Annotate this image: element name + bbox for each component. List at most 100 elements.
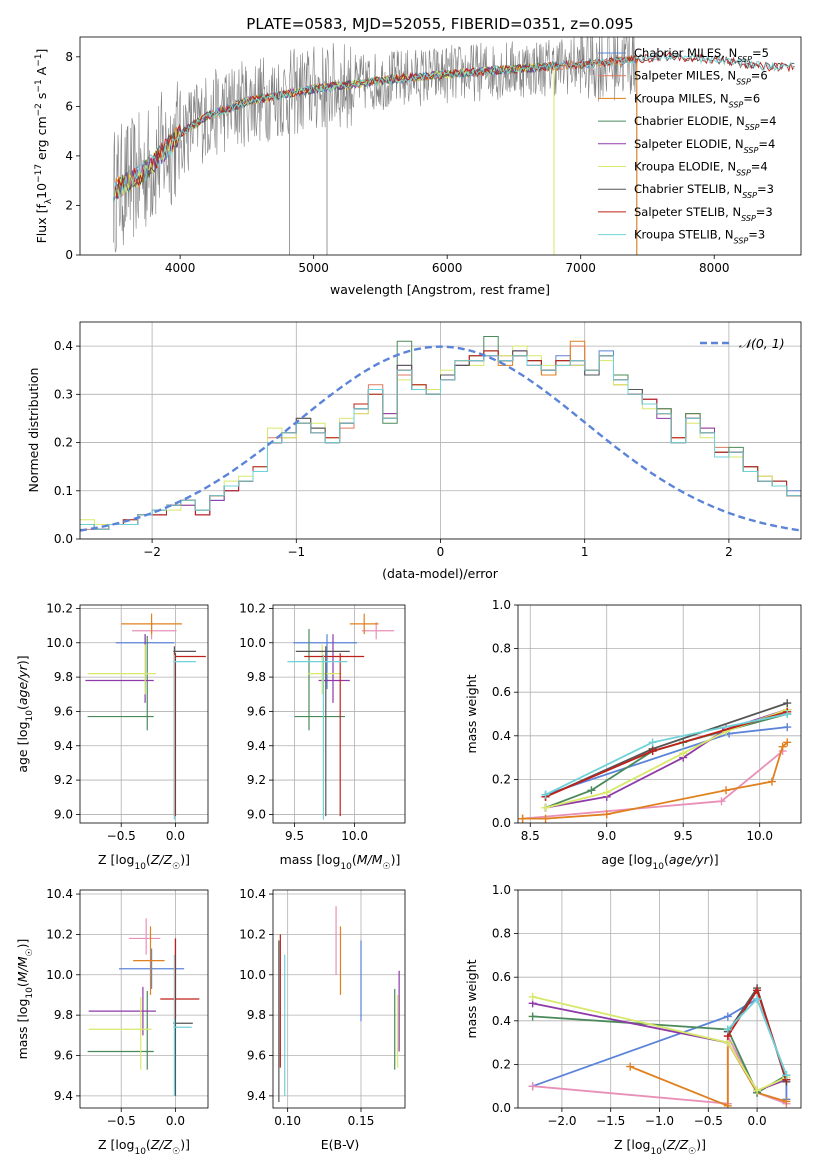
marker-kroupa_miles [767,777,776,786]
y-tick-label: 0.0 [54,532,73,546]
y-axis-label: Flux [fλ10−17 erg cm−2 s−1 A−1] [34,49,54,244]
marker-kroupa_elodie [679,749,688,758]
y-tick-label: 0.6 [492,685,511,699]
x-tick-label: −1.5 [596,1114,625,1128]
y-tick-label: 0.8 [492,927,511,941]
y-tick-label: 10.4 [46,887,73,901]
legend-label: Salpeter MILES, NSSP=6 [634,69,768,87]
y-tick-label: 9.8 [54,1008,73,1022]
panel-z_vs_weight: −2.0 −1.5 −1.0 −0.5 0.0 0.0 0.2 0.4 0.6 0.8 1.0 Z [… [464,883,802,1157]
axes-frame [79,321,802,540]
marker-kroupa_elodie [602,788,611,797]
marker-kroupa_miles [602,810,611,819]
y-tick-label: 9.4 [54,1089,73,1103]
marker-pink [717,797,726,806]
y-tick-label: 0.2 [54,436,73,450]
x-tick-label: 9.5 [674,829,693,843]
x-axis-label: Z [log10(Z/Z☉)] [614,1137,706,1157]
marker-kroupa_stelib [782,1071,791,1080]
x-tick-label: 0.15 [348,1114,375,1128]
y-tick-label: 9.8 [247,1008,266,1022]
panel-mass_vs_age: 9.5 10.0 9.0 9.2 9.4 9.6 9.8 10.0 10.2 mass [log1… [239,601,406,872]
y-tick-label: 9.4 [54,739,73,753]
y-tick-label: 9.8 [247,670,266,684]
y-tick-label: 0.4 [54,339,73,353]
y-tick-label: 9.2 [54,773,73,787]
marker-kroupa_elodie [753,1086,762,1095]
panel-z_vs_age: −0.5 0.0 9.0 9.2 9.4 9.6 9.8 10.0 10.2 Z [log10(Z… [15,601,209,872]
marker-chabrier_elodie [587,786,596,795]
marker-kroupa_stelib [753,995,762,1003]
x-axis-label: mass [log10(M/M☉)] [280,852,401,872]
y-tick-label: 9.6 [54,704,73,718]
x-tick-label: 0.0 [748,1114,767,1128]
y-tick-label: 0.2 [492,1057,511,1071]
legend: Chabrier MILES, NSSP=5 Salpeter MILES, NS… [598,46,776,245]
x-tick-label: −2.0 [547,1114,576,1128]
x-tick-label: 4000 [165,261,196,275]
marker-kroupa_miles [723,1101,732,1108]
panel-residuals: −2 −1 0 1 2 0.0 0.1 0.2 0.3 0.4 𝒩(0, 1) (data-model… [26,321,802,581]
legend-label: 𝒩(0, 1) [739,336,785,351]
x-axis-label: Z [log10(Z/Z☉)] [98,1137,190,1157]
y-tick-label: 10.2 [239,601,266,615]
y-tick-label: 9.6 [247,704,266,718]
x-axis-label: age [log10(age/yr)] [601,852,718,872]
legend-label: Chabrier STELIB, NSSP=3 [634,182,774,200]
x-tick-label: −1 [287,545,305,559]
plot-area [518,605,801,823]
model-spectrum-salpeter_stelib [112,52,795,202]
y-tick-label: 0.1 [54,484,73,498]
plot-area [273,890,405,1108]
legend-label: Salpeter ELODIE, NSSP=4 [634,137,775,155]
plot-area [518,890,801,1108]
y-axis-label: Normed distribution [26,368,41,493]
y-tick-label: 9.8 [54,670,73,684]
y-tick-label: 10.0 [239,636,266,650]
y-tick-label: 0.2 [492,772,511,786]
axes-frame [272,604,406,824]
y-axis-label: mass weight [464,959,479,1038]
marker-kroupa_elodie [528,992,537,1001]
y-tick-label: 10.0 [239,968,266,982]
marker-pink [528,1082,537,1091]
y-axis-label: age [log10(age/yr)] [15,655,35,772]
marker-kroupa_stelib [541,790,550,799]
y-tick-label: 9.0 [54,807,73,821]
marker-kroupa_miles [722,786,731,795]
legend-label: Kroupa STELIB, NSSP=3 [634,228,765,246]
y-tick-label: 0.6 [492,970,511,984]
plot-area [80,605,208,823]
observed-spectrum [113,37,638,253]
marker-kroupa_miles [782,1097,791,1106]
y-tick-label: 0.0 [492,1101,511,1115]
y-tick-label: 9.6 [247,1049,266,1063]
marker-kroupa_stelib [723,1025,732,1034]
weight-line-pink [522,750,784,820]
normal-curve [80,345,801,532]
axes-frame [79,36,802,256]
marker-kroupa_elodie [541,803,550,812]
x-tick-label: 5000 [298,261,329,275]
x-tick-label: 7000 [565,261,596,275]
marker-chabrier_stelib [783,699,792,708]
x-tick-label: 2 [725,545,733,559]
x-tick-label: −0.5 [694,1114,723,1128]
y-tick-label: 9.2 [247,773,266,787]
x-tick-label: 8000 [699,261,730,275]
y-tick-label: 10.0 [46,636,73,650]
y-tick-label: 9.6 [54,1049,73,1063]
y-tick-label: 0.0 [492,816,511,830]
y-tick-label: 9.4 [247,739,266,753]
axes-frame [517,604,802,824]
marker-chabrier_miles [783,723,792,732]
marker-salpeter_stelib [648,747,657,756]
y-tick-label: 6 [65,99,73,113]
marker-kroupa_miles [626,1062,635,1071]
x-tick-label: 10.0 [341,829,368,843]
x-tick-label: 0.10 [274,1114,301,1128]
x-tick-label: 0 [437,545,445,559]
x-tick-label: −2 [143,545,161,559]
y-tick-label: 0.4 [492,729,511,743]
